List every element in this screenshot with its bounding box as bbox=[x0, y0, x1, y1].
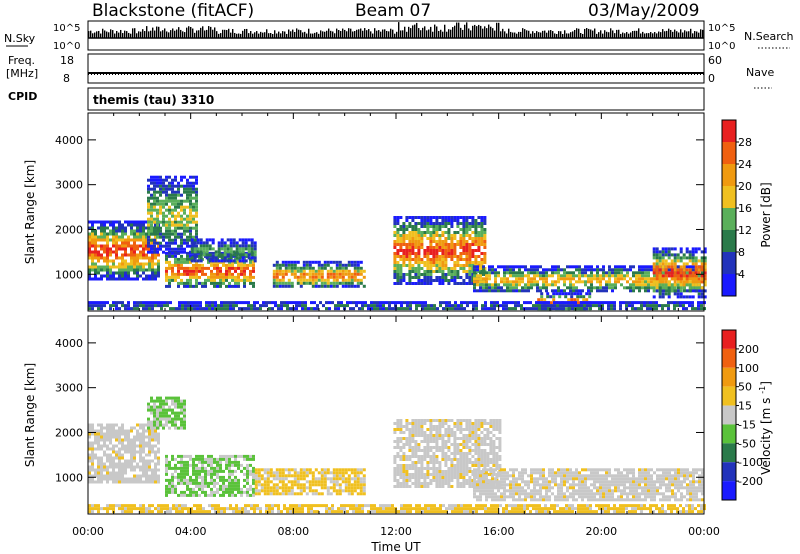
power-colorbar: 4 8 12 16 20 24 28 bbox=[721, 119, 752, 297]
freq-unit: [MHz] bbox=[6, 67, 38, 80]
colorbar-swatch bbox=[722, 208, 736, 230]
colorbar-tick: -100 bbox=[738, 456, 763, 469]
power-cbar-label: Power [dB] bbox=[759, 182, 773, 247]
colorbar-swatch bbox=[722, 386, 736, 406]
colorbar-swatch bbox=[722, 274, 736, 296]
x-tick-label: 00:00 bbox=[688, 525, 720, 538]
y-tick-label: 4000 bbox=[55, 337, 83, 350]
x-tick-label: 08:00 bbox=[277, 525, 309, 538]
nsky-panel: N.Sky 10^5 10^0 10^5 10^0 N.Search bbox=[4, 20, 794, 52]
power-ylabel: Slant Range [km] bbox=[23, 160, 37, 264]
colorbar-swatch bbox=[722, 443, 736, 463]
date-label: 03/May/2009 bbox=[588, 1, 700, 21]
colorbar-swatch bbox=[722, 424, 736, 444]
freq-tick-top: 18 bbox=[60, 54, 74, 67]
nsearch-label: N.Search bbox=[744, 30, 794, 43]
power-heatmap bbox=[88, 175, 707, 311]
colorbar-tick: 100 bbox=[738, 362, 759, 375]
velocity-heatmap bbox=[88, 396, 706, 514]
colorbar-swatch bbox=[722, 330, 736, 349]
nave-tick-top: 60 bbox=[708, 54, 722, 67]
colorbar-swatch bbox=[722, 186, 736, 208]
colorbar-tick: 50 bbox=[738, 381, 752, 394]
power-panel: 1000 2000 3000 4000 Slant Range [km] 4 8 12 16… bbox=[23, 112, 773, 312]
x-tick-label: 04:00 bbox=[175, 525, 207, 538]
colorbar-tick: 24 bbox=[738, 158, 752, 171]
x-tick-label: 00:00 bbox=[72, 525, 104, 538]
cpid-label: CPID bbox=[8, 90, 37, 103]
nave-label: Nave bbox=[746, 66, 774, 79]
nave-tick-bottom: 0 bbox=[708, 72, 715, 85]
colorbar-tick: -200 bbox=[738, 475, 763, 488]
colorbar-tick: 28 bbox=[738, 136, 752, 149]
colorbar-tick: 15 bbox=[738, 400, 752, 413]
colorbar-swatch bbox=[722, 252, 736, 274]
x-tick-label: 20:00 bbox=[585, 525, 617, 538]
colorbar-tick: -15 bbox=[738, 418, 756, 431]
velocity-axes: 1000 2000 3000 4000 bbox=[55, 316, 705, 514]
colorbar-tick: 4 bbox=[738, 268, 745, 281]
y-tick-label: 3000 bbox=[55, 382, 83, 395]
velocity-ylabel: Slant Range [km] bbox=[23, 363, 37, 467]
colorbar-swatch bbox=[722, 462, 736, 482]
nsky-tick-top: 10^5 bbox=[53, 23, 80, 34]
y-tick-label: 1000 bbox=[55, 268, 83, 281]
colorbar-swatch bbox=[722, 481, 736, 500]
colorbar-swatch bbox=[722, 164, 736, 186]
colorbar-swatch bbox=[722, 120, 736, 142]
colorbar-tick: 16 bbox=[738, 202, 752, 215]
colorbar-swatch bbox=[722, 405, 736, 425]
colorbar-tick: -50 bbox=[738, 437, 756, 450]
y-tick-label: 4000 bbox=[55, 134, 83, 147]
cpid-strip: CPID themis (tau) 3310 bbox=[8, 87, 705, 111]
nsky-tick-bottom: 10^0 bbox=[53, 41, 80, 52]
freq-label: Freq. bbox=[8, 54, 35, 67]
nsky-label: N.Sky bbox=[4, 32, 36, 45]
station-title: Blackstone (fitACF) bbox=[92, 1, 254, 21]
nsearch-tick-top: 10^5 bbox=[708, 23, 735, 34]
colorbar-tick: 12 bbox=[738, 224, 752, 237]
colorbar-swatch bbox=[722, 142, 736, 164]
velocity-colorbar: 200 100 50 15 -15 -50 -100 -200 bbox=[721, 329, 763, 501]
colorbar-swatch bbox=[722, 348, 736, 368]
power-axes: 1000 2000 3000 4000 bbox=[55, 113, 705, 311]
velocity-cbar-label: Velocity [m s -1] bbox=[758, 381, 773, 475]
time-axis: 00:00 04:00 08:00 12:00 16:00 20:00 00:00 bbox=[72, 525, 720, 538]
nave-dots bbox=[88, 73, 704, 75]
y-tick-label: 2000 bbox=[55, 223, 83, 236]
cpid-program: themis (tau) 3310 bbox=[93, 93, 214, 107]
freq-panel: Freq. [MHz] 18 8 60 0 Nave bbox=[6, 53, 774, 89]
colorbar-tick: 200 bbox=[738, 343, 759, 356]
y-tick-label: 3000 bbox=[55, 179, 83, 192]
velocity-panel: 1000 2000 3000 4000 Slant Range [km] 200 100… bbox=[23, 315, 773, 515]
y-tick-label: 1000 bbox=[55, 471, 83, 484]
colorbar-swatch bbox=[722, 367, 736, 387]
x-tick-label: 16:00 bbox=[483, 525, 515, 538]
colorbar-swatch bbox=[722, 230, 736, 252]
time-axis-label: Time UT bbox=[370, 540, 421, 554]
freq-tick-bottom: 8 bbox=[63, 72, 70, 85]
x-tick-label: 12:00 bbox=[380, 525, 412, 538]
beam-label: Beam 07 bbox=[355, 1, 431, 21]
y-tick-label: 2000 bbox=[55, 426, 83, 439]
nsearch-tick-bottom: 10^0 bbox=[708, 41, 735, 52]
colorbar-tick: 8 bbox=[738, 246, 745, 259]
nsky-bars bbox=[88, 22, 704, 38]
colorbar-tick: 20 bbox=[738, 180, 752, 193]
